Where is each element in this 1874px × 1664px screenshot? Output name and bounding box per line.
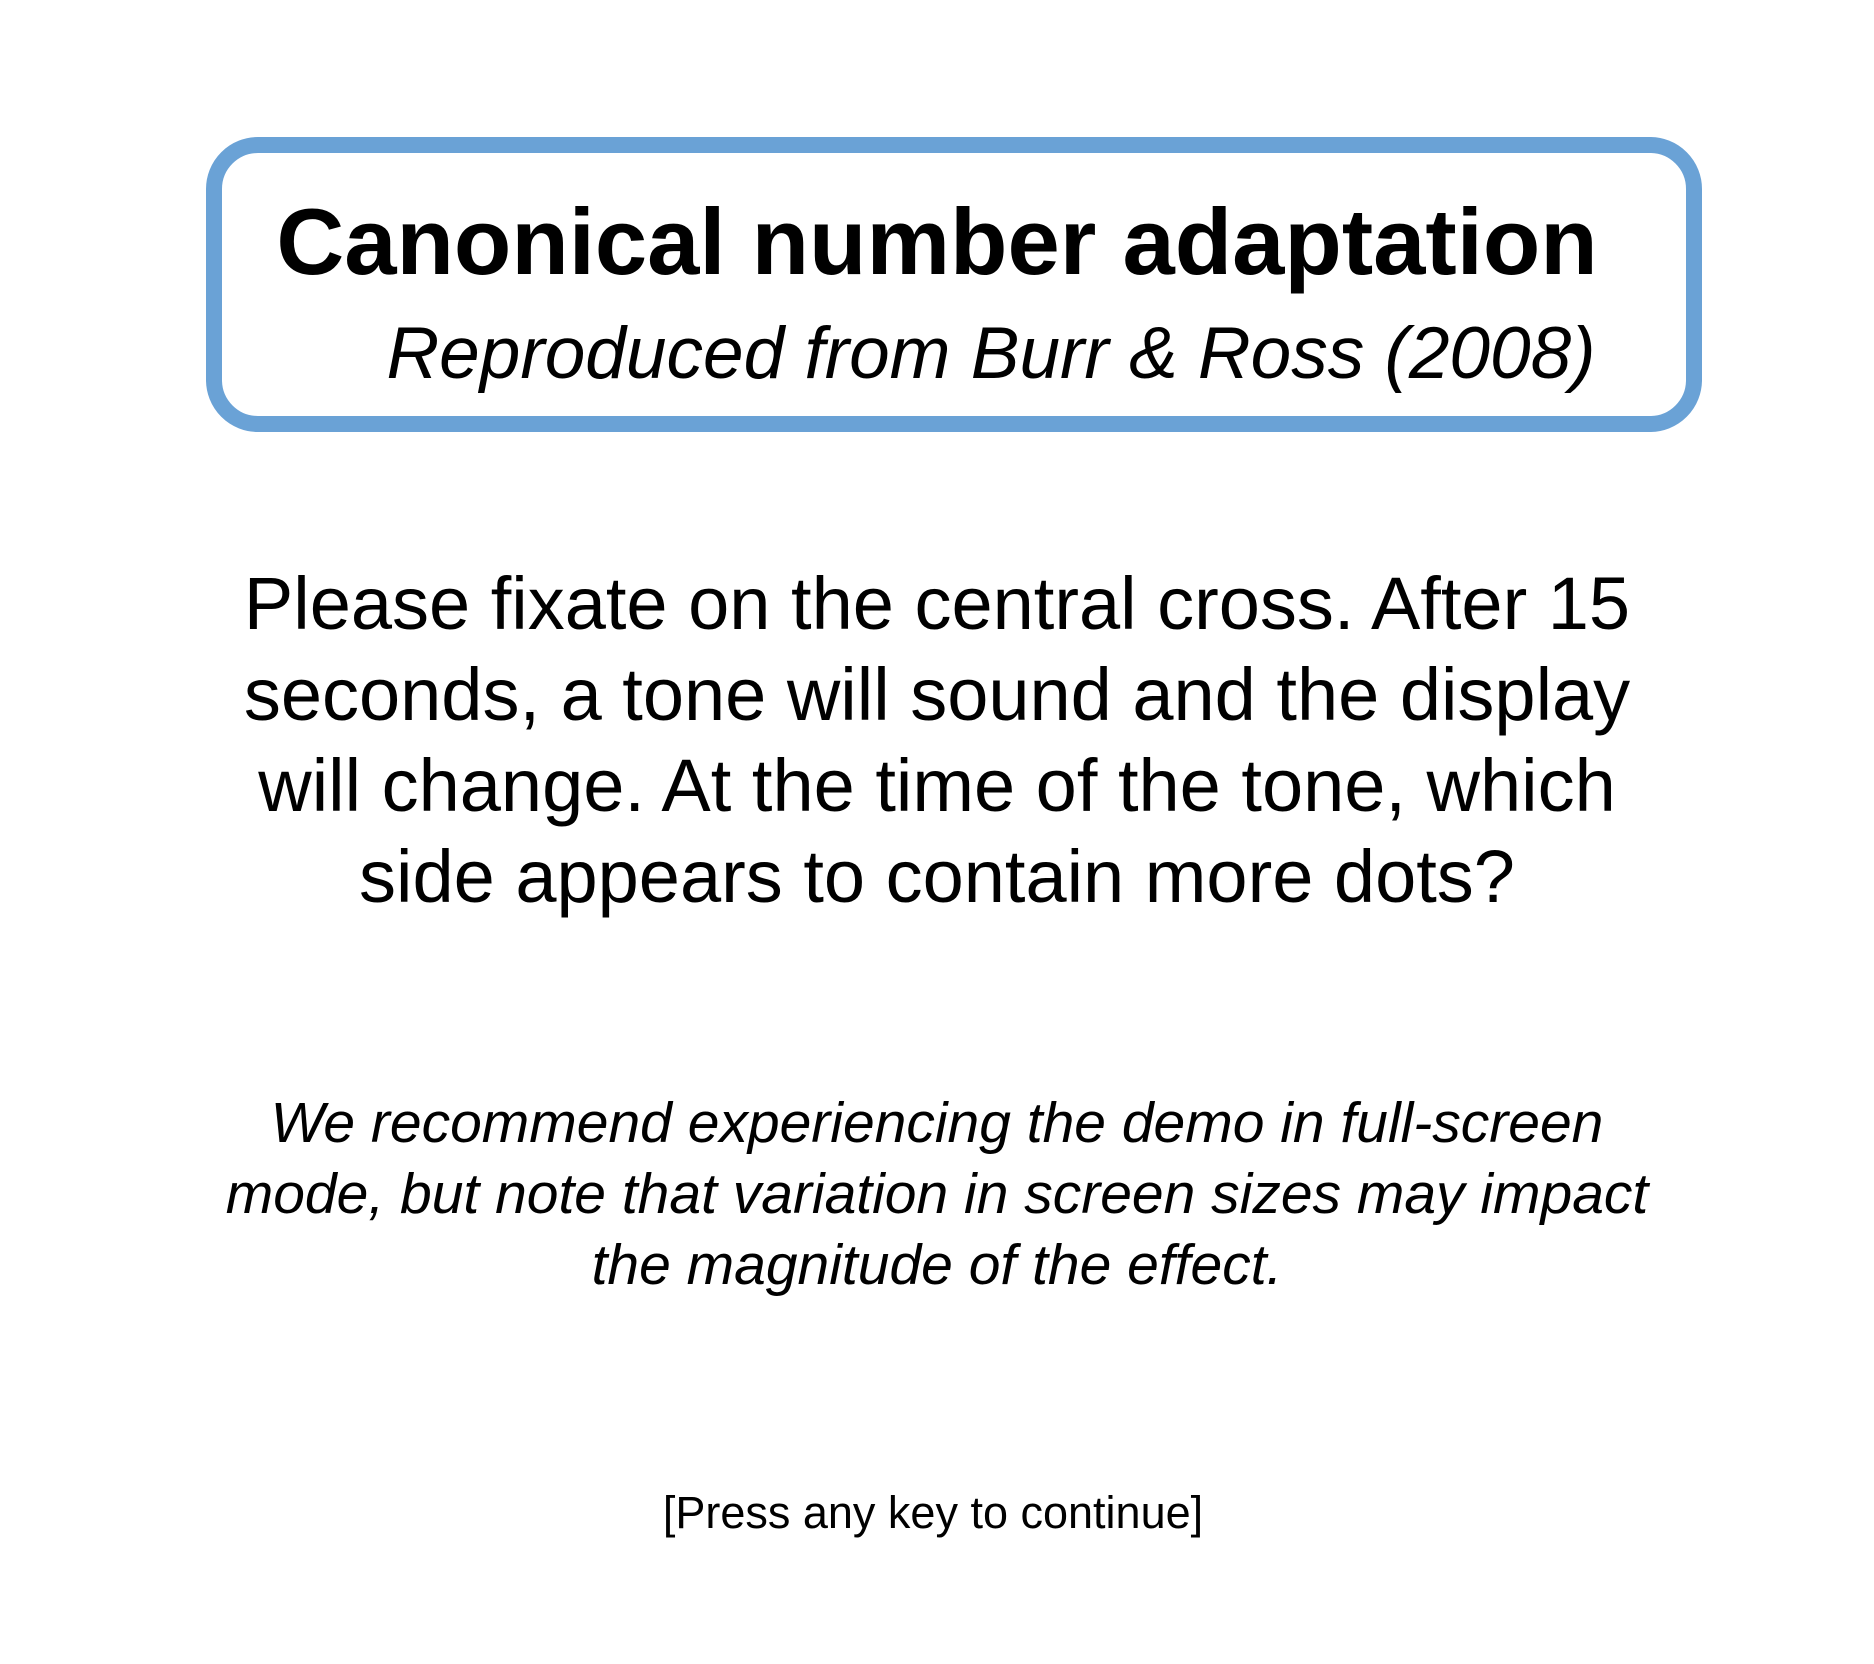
page-subtitle: Reproduced from Burr & Ross (2008)	[386, 313, 1596, 394]
title-box: Canonical number adaptation Reproduced f…	[206, 137, 1702, 432]
continue-prompt[interactable]: [Press any key to continue]	[662, 1487, 1204, 1538]
page-title: Canonical number adaptation	[276, 189, 1598, 294]
instructions-text: Please fixate on the central cross. Afte…	[243, 562, 1631, 918]
fullscreen-note: We recommend experiencing the demo in fu…	[225, 1091, 1649, 1297]
